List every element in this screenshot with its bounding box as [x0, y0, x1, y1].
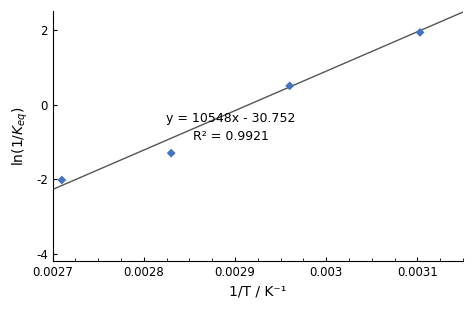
- Point: [286, 83, 293, 88]
- Point: [167, 151, 175, 156]
- Y-axis label: ln(1/$K_{eq}$): ln(1/$K_{eq}$): [11, 107, 30, 166]
- Point: [58, 178, 65, 183]
- Point: [416, 30, 424, 35]
- X-axis label: 1/T / K⁻¹: 1/T / K⁻¹: [229, 285, 286, 299]
- Text: y = 10548x - 30.752
R² = 0.9921: y = 10548x - 30.752 R² = 0.9921: [166, 112, 295, 143]
